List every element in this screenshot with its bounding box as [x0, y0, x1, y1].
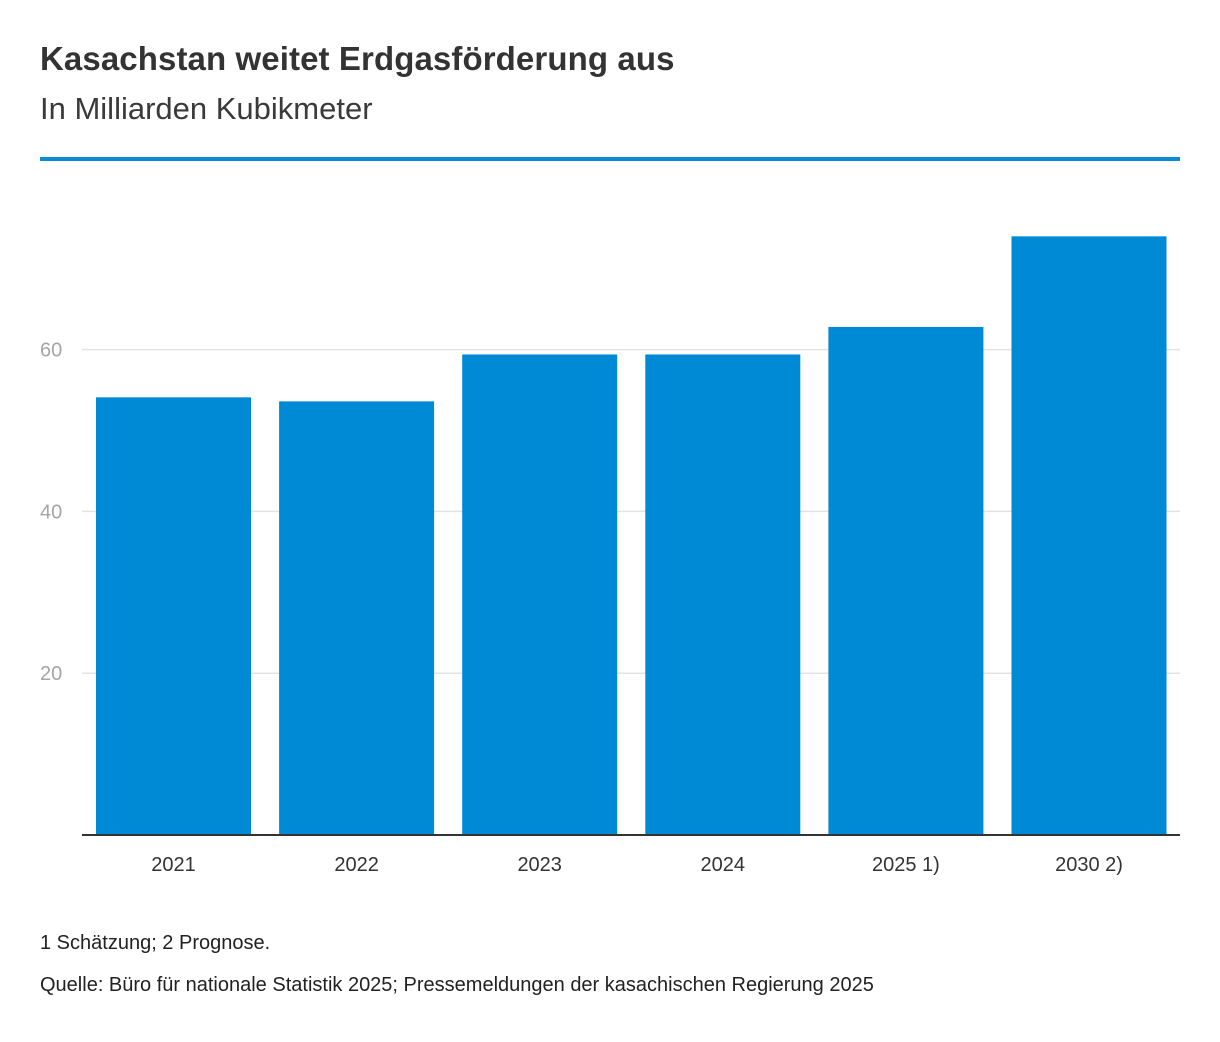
grid-layer [82, 348, 1180, 674]
footnote: 1 Schätzung; 2 Prognose. [40, 932, 271, 954]
y-tick-label: 60 [40, 340, 62, 362]
bar-2024 [645, 354, 801, 835]
bar-layer [96, 236, 1167, 836]
bar-2023 [462, 354, 618, 835]
x-tick-label: 2025 1) [872, 854, 940, 876]
bar-2021 [96, 397, 251, 835]
x-tick-label: 2021 [151, 854, 196, 876]
x-tick-label: 2023 [517, 854, 562, 876]
bar-2022 [279, 401, 435, 835]
x-tick-label: 2022 [334, 854, 379, 876]
header-rule [40, 157, 1180, 161]
label-layer: 20 40 60 2021 2022 2023 2024 2025 1) 2030 2) [40, 340, 1123, 876]
y-tick-label: 40 [40, 501, 62, 523]
y-tick-label: 20 [40, 663, 62, 685]
x-tick-label: 2030 2) [1055, 854, 1123, 876]
source-note: Quelle: Büro für nationale Statistik 202… [40, 974, 874, 996]
chart-subtitle: In Milliarden Kubikmeter [40, 91, 373, 126]
bar-2030-2 [1011, 236, 1167, 836]
chart-title: Kasachstan weitet Erdgasförderung aus [40, 40, 675, 77]
x-tick-label: 2024 [701, 854, 746, 876]
bar-2025-1 [828, 326, 984, 835]
